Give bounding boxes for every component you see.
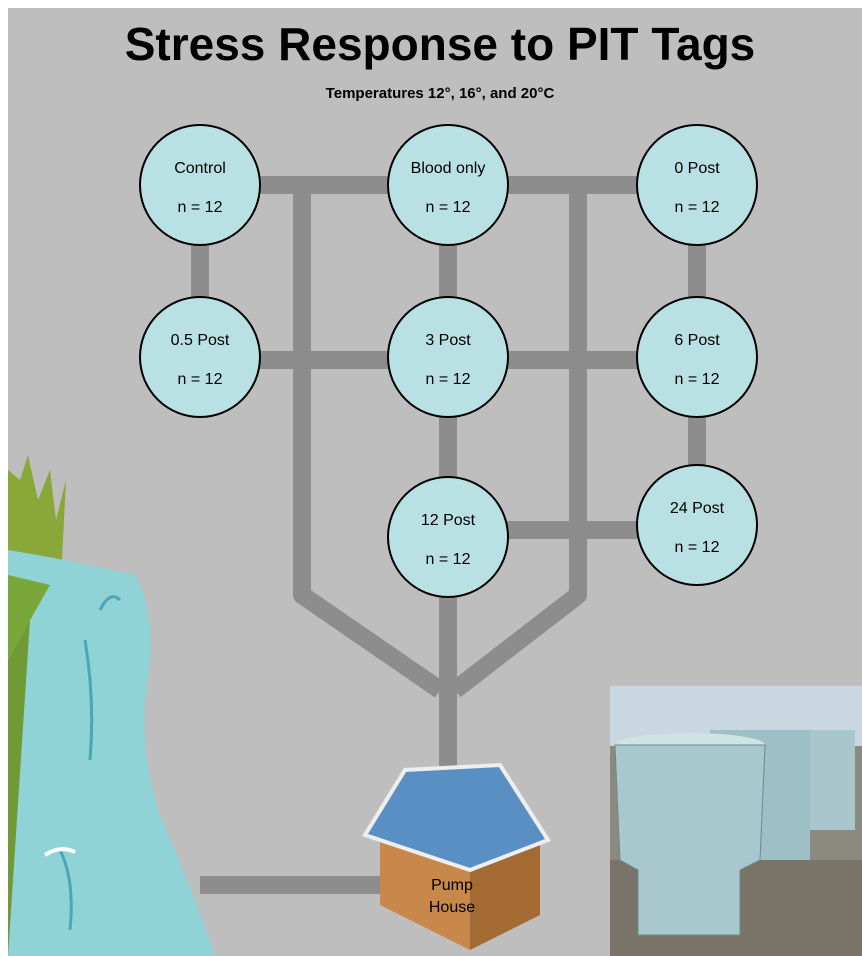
node-count: n = 12 (675, 539, 720, 556)
subtitle: Temperatures 12°, 16°, and 20°C (326, 85, 555, 102)
node-label: 0.5 Post (171, 332, 230, 349)
node-count: n = 12 (426, 371, 471, 388)
node-count: n = 12 (426, 199, 471, 216)
node-circle (140, 125, 260, 245)
node-count: n = 12 (178, 199, 223, 216)
tank-photo (610, 686, 862, 956)
node-circle (388, 297, 508, 417)
node-circle (637, 465, 757, 585)
title: Stress Response to PIT Tags (125, 18, 756, 70)
node-circle (388, 125, 508, 245)
node-label: 0 Post (674, 160, 720, 177)
pump-label: House (429, 899, 475, 916)
pump-label: Pump (431, 877, 473, 894)
node-label: 24 Post (670, 500, 725, 517)
node-count: n = 12 (426, 551, 471, 568)
diagram: Control n = 12 Blood only n = 12 0 Post n = 1… (0, 0, 862, 956)
node-label: 3 Post (425, 332, 471, 349)
node-circle (140, 297, 260, 417)
node-count: n = 12 (675, 371, 720, 388)
node-circle (388, 477, 508, 597)
node-circle (637, 125, 757, 245)
node-count: n = 12 (675, 199, 720, 216)
node-label: Control (174, 160, 226, 177)
node-label: 12 Post (421, 512, 476, 529)
node-circle (637, 297, 757, 417)
node-count: n = 12 (178, 371, 223, 388)
node-label: 6 Post (674, 332, 720, 349)
node-label: Blood only (411, 160, 486, 177)
